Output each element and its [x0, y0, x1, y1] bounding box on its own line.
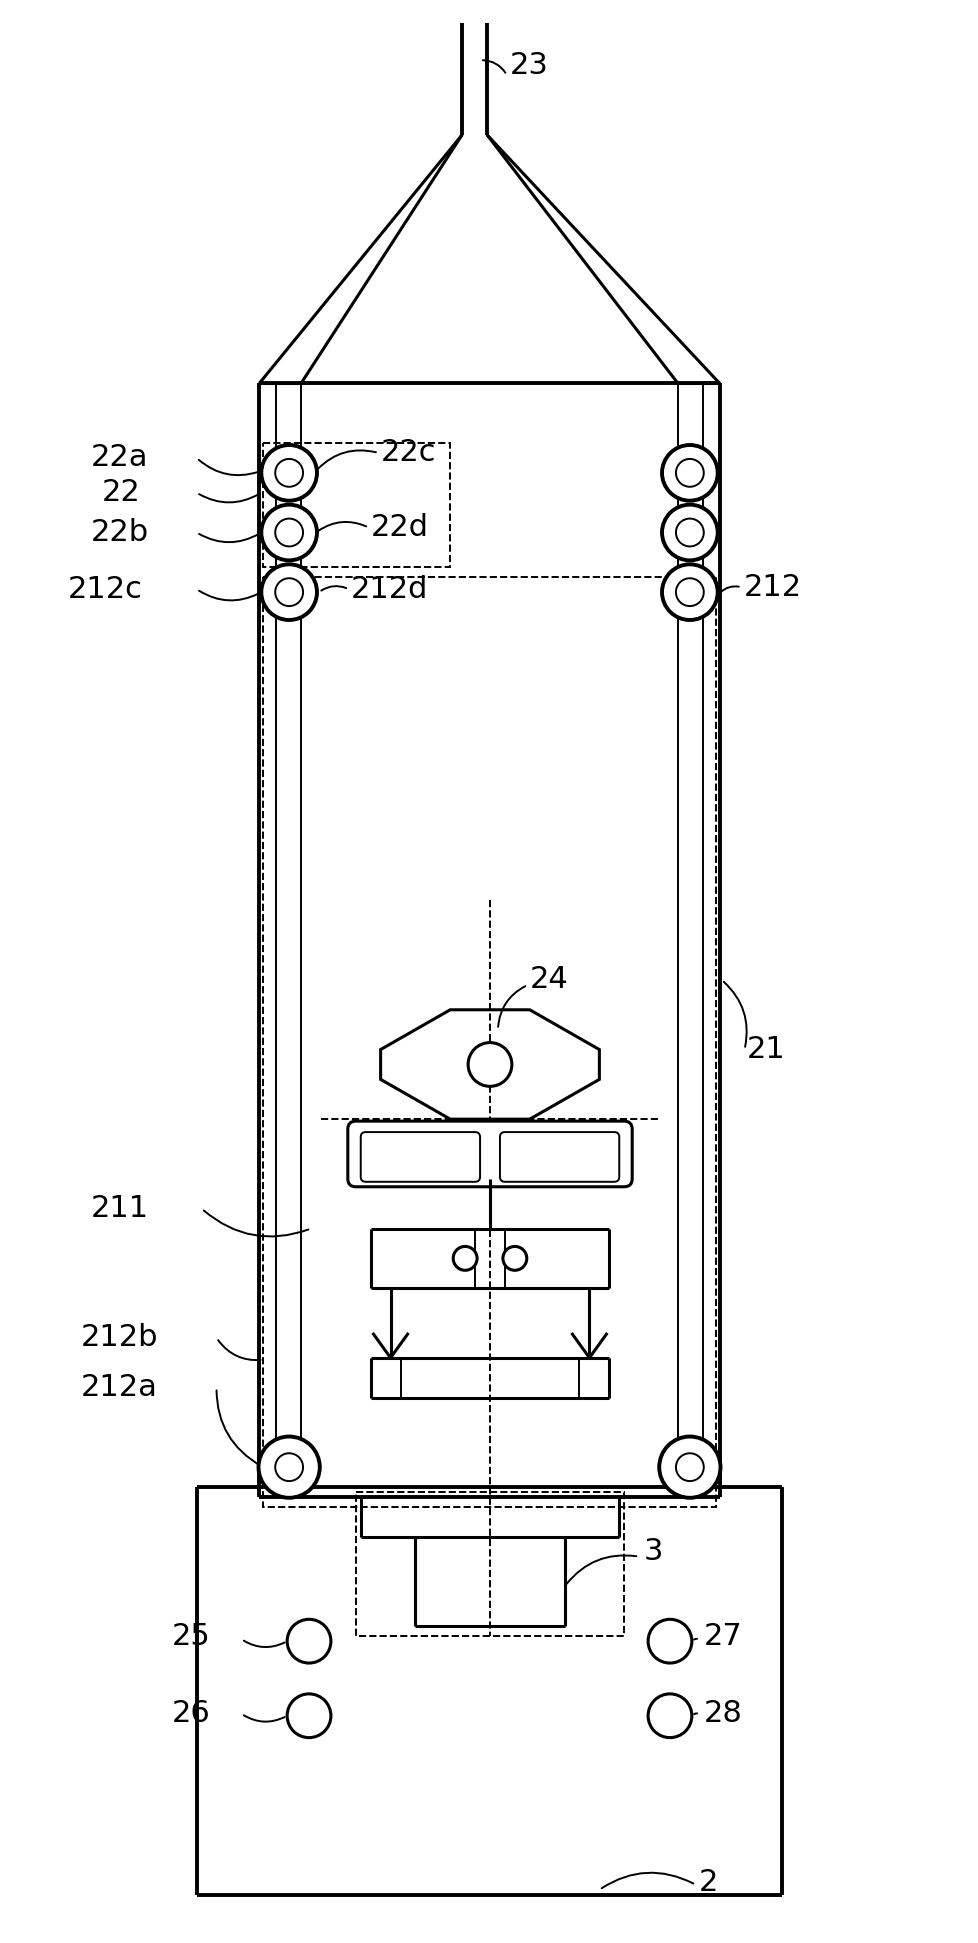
Circle shape [675, 519, 703, 546]
Text: 2: 2 [698, 1869, 718, 1896]
Bar [263, 577, 715, 1508]
Text: 24: 24 [529, 966, 568, 995]
Circle shape [275, 1453, 303, 1481]
Circle shape [287, 1619, 331, 1663]
FancyBboxPatch shape [500, 1133, 619, 1181]
Circle shape [275, 519, 303, 546]
Circle shape [275, 579, 303, 606]
Text: 212a: 212a [80, 1374, 157, 1403]
FancyBboxPatch shape [347, 1121, 632, 1187]
Text: 22a: 22a [90, 443, 148, 472]
Bar [355, 1492, 624, 1636]
Text: 22c: 22c [380, 439, 435, 468]
Text: 21: 21 [746, 1036, 784, 1065]
Bar [263, 443, 450, 567]
Text: 22b: 22b [90, 519, 149, 548]
Text: 25: 25 [171, 1622, 210, 1652]
Text: 211: 211 [90, 1195, 149, 1224]
Circle shape [467, 1043, 511, 1086]
Circle shape [647, 1694, 691, 1737]
Text: 22: 22 [102, 478, 141, 507]
Text: 212: 212 [742, 573, 801, 602]
Text: 3: 3 [644, 1537, 663, 1566]
Circle shape [661, 445, 717, 501]
Circle shape [261, 505, 317, 560]
Text: 212b: 212b [80, 1323, 157, 1352]
Circle shape [287, 1694, 331, 1737]
Circle shape [675, 1453, 703, 1481]
Circle shape [503, 1245, 526, 1271]
Text: 28: 28 [703, 1700, 742, 1727]
Circle shape [275, 459, 303, 488]
Text: 27: 27 [703, 1622, 741, 1652]
Text: 212c: 212c [67, 575, 142, 604]
Circle shape [661, 563, 717, 620]
Circle shape [675, 579, 703, 606]
Circle shape [675, 459, 703, 488]
Circle shape [453, 1245, 476, 1271]
Text: 212d: 212d [350, 575, 427, 604]
Text: 22d: 22d [371, 513, 428, 542]
FancyBboxPatch shape [360, 1133, 479, 1181]
Circle shape [647, 1619, 691, 1663]
Circle shape [261, 445, 317, 501]
Text: 23: 23 [510, 51, 549, 80]
Circle shape [658, 1436, 720, 1498]
Circle shape [261, 563, 317, 620]
Circle shape [258, 1436, 320, 1498]
Circle shape [661, 505, 717, 560]
Text: 26: 26 [171, 1700, 210, 1727]
